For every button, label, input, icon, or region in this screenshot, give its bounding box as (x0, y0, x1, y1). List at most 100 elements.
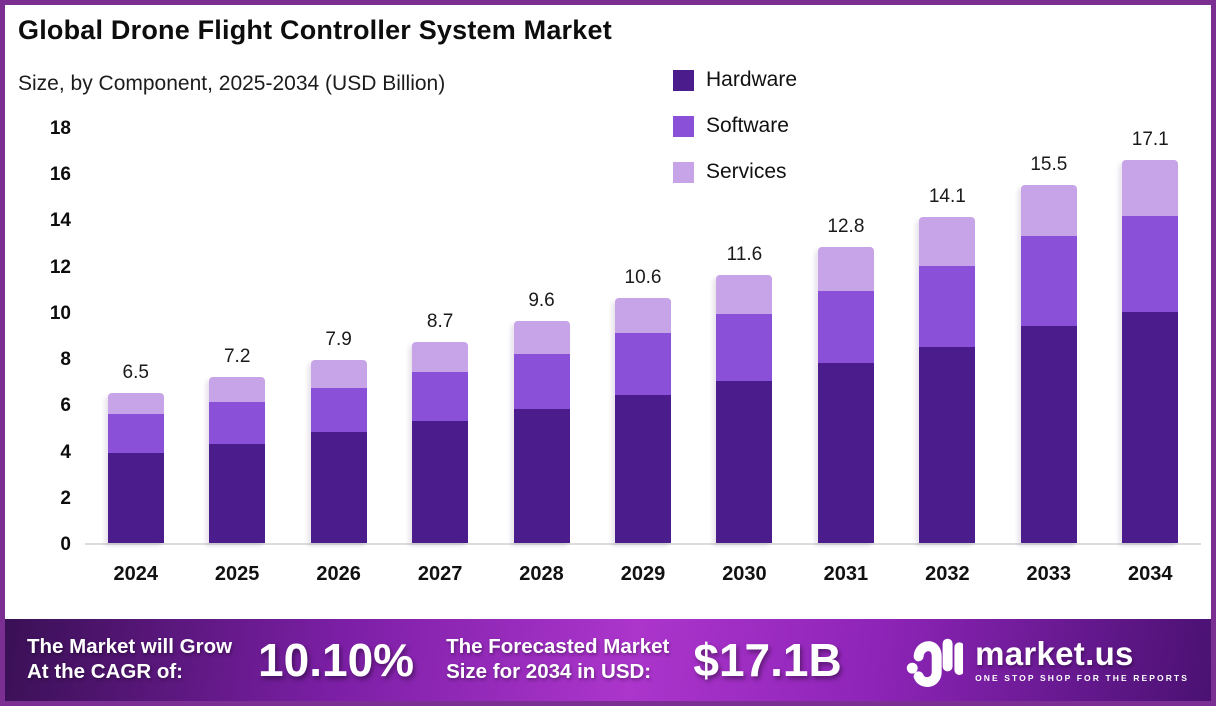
legend-item-software: Software (673, 114, 797, 138)
stacked-bar-2030 (716, 274, 773, 543)
bar-segment-software (1020, 235, 1077, 326)
x-axis-label-2024: 2024 (113, 563, 158, 585)
services-swatch-icon (673, 161, 694, 183)
stacked-bar-2029 (614, 298, 671, 543)
bar-total-label: 8.7 (426, 310, 454, 332)
bar-segment-services (1020, 184, 1077, 236)
bar-segment-hardware (919, 346, 976, 543)
bar-segment-software (817, 291, 874, 363)
bar-column-2024: 6.5 (85, 129, 186, 543)
y-axis-tick: 14 (49, 210, 71, 232)
bars-container: 6.5 7.2 7.9 8.7 9.6 10.6 11.6 12.8 14.1 15.5 17.1 (85, 129, 1201, 543)
legend: Hardware Software Services (673, 68, 797, 184)
bar-segment-hardware (817, 362, 874, 543)
bar-total-label: 17.1 (1131, 129, 1169, 150)
software-swatch-icon (673, 115, 694, 137)
x-axis-label-2031: 2031 (823, 563, 869, 585)
x-axis-label-2032: 2032 (925, 563, 970, 585)
bar-column-2032: 14.1 (897, 129, 998, 543)
x-axis-labels: 2024 2025 2026 2027 2028 2029 2030 2031 2032 2033… (85, 563, 1201, 586)
bar-segment-services (1122, 160, 1179, 216)
bar-segment-hardware (209, 443, 266, 543)
bar-segment-software (209, 402, 266, 444)
stacked-bar-2032 (919, 217, 976, 543)
y-axis-tick: 2 (60, 487, 71, 509)
bar-segment-services (412, 341, 469, 372)
y-axis-tick: 12 (49, 256, 71, 278)
x-axis-label-2029: 2029 (620, 563, 666, 585)
forecast-value: $17.1B (693, 634, 842, 686)
bar-segment-services (716, 274, 773, 315)
bar-segment-software (107, 413, 164, 453)
bar-segment-software (513, 353, 570, 409)
bar-total-label: 10.6 (624, 267, 662, 289)
bar-segment-hardware (412, 420, 469, 543)
stacked-bar-2034 (1122, 160, 1179, 543)
stacked-bar-2026 (310, 360, 367, 543)
market-us-logo-icon (906, 638, 964, 687)
forecast-label-line1: The Forecasted Market (446, 635, 670, 659)
bar-total-label: 12.8 (827, 216, 865, 238)
brand-tagline: ONE STOP SHOP FOR THE REPORTS (975, 673, 1189, 684)
y-axis-tick: 10 (49, 302, 71, 324)
brand-name: market.us (975, 635, 1134, 673)
hardware-swatch-icon (673, 69, 694, 91)
bar-column-2031: 12.8 (795, 129, 896, 543)
y-axis-tick: 18 (49, 118, 71, 139)
y-axis-tick: 4 (60, 441, 71, 463)
legend-label: Software (706, 114, 789, 137)
bar-total-label: 11.6 (726, 243, 763, 265)
stacked-bar-2028 (513, 321, 570, 543)
y-axis-tick: 0 (60, 534, 71, 555)
bar-segment-hardware (107, 452, 164, 543)
bar-segment-hardware (1122, 312, 1179, 543)
bar-total-label: 14.1 (928, 186, 966, 208)
brand-logo: market.us ONE STOP SHOP FOR THE REPORTS (905, 631, 1189, 689)
cagr-label-line2: At the CAGR of: (27, 660, 184, 683)
bar-total-label: 15.5 (1030, 153, 1068, 175)
bar-column-2033: 15.5 (998, 129, 1099, 543)
x-axis-label-2025: 2025 (214, 563, 260, 585)
bar-segment-software (614, 332, 671, 396)
chart-title: Global Drone Flight Controller System Ma… (18, 15, 612, 45)
x-axis-label-2026: 2026 (316, 563, 361, 585)
forecast-label-line2: Size for 2034 in USD: (446, 660, 652, 683)
cagr-value: 10.10% (258, 634, 415, 686)
bar-column-2028: 9.6 (491, 129, 592, 543)
bar-column-2034: 17.1 (1100, 129, 1201, 543)
cagr-label: The Market will Grow At the CAGR of: (27, 635, 232, 684)
bar-segment-software (310, 388, 367, 433)
bar-chart-plot-area: 0 2 4 6 8 10 12 14 16 18 6.5 7.2 7.9 8.7 9.6 10.6 11.6 12… (50, 118, 1201, 555)
bar-segment-services (817, 247, 874, 292)
bar-column-2026: 7.9 (288, 129, 389, 543)
stacked-bar-2025 (209, 376, 266, 543)
bar-segment-software (412, 371, 469, 421)
legend-label: Services (706, 160, 787, 183)
x-axis-label-2027: 2027 (417, 563, 463, 585)
stacked-bar-2031 (817, 247, 874, 543)
bar-total-label: 7.2 (223, 345, 251, 367)
bar-column-2025: 7.2 (186, 129, 287, 543)
forecast-label: The Forecasted Market Size for 2034 in U… (446, 635, 669, 684)
footer-banner: The Market will Grow At the CAGR of: 10.… (5, 619, 1211, 701)
y-axis-tick: 8 (60, 349, 71, 371)
bar-segment-hardware (310, 432, 367, 543)
bar-segment-software (716, 314, 773, 382)
bar-segment-services (209, 376, 266, 403)
bar-total-label: 9.6 (528, 290, 555, 312)
bar-segment-services (614, 298, 671, 333)
bar-segment-hardware (513, 408, 570, 543)
y-axis-tick: 6 (60, 395, 71, 417)
legend-item-hardware: Hardware (673, 68, 797, 92)
legend-item-services: Services (673, 160, 797, 184)
x-axis-label-2033: 2033 (1026, 563, 1072, 585)
bar-segment-services (919, 217, 976, 266)
bar-segment-services (107, 392, 164, 414)
stacked-bar-2024 (107, 392, 164, 543)
x-axis-label-2034: 2034 (1128, 563, 1173, 585)
bar-segment-hardware (1020, 325, 1077, 543)
chart-subtitle: Size, by Component, 2025-2034 (USD Billi… (18, 72, 446, 95)
legend-label: Hardware (706, 68, 798, 91)
stacked-bar-2027 (412, 341, 469, 543)
